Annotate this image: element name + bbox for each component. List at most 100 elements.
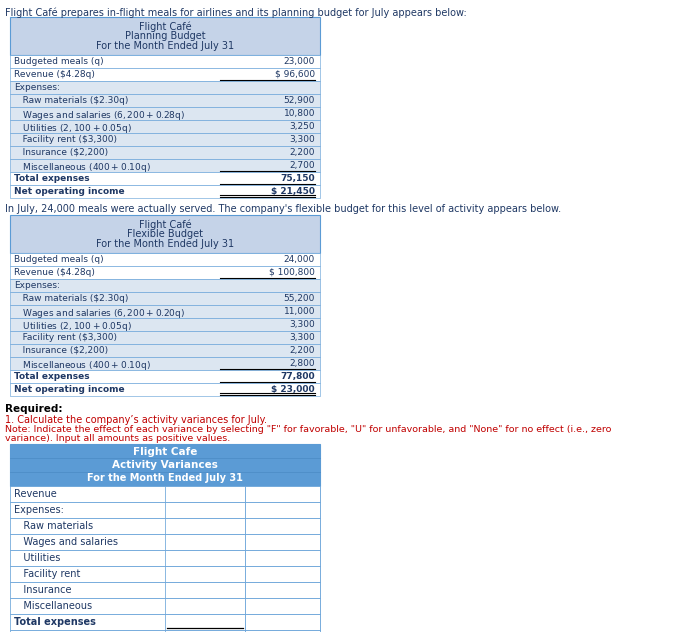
Text: Budgeted meals (q): Budgeted meals (q)	[14, 57, 104, 66]
Bar	[10, 17, 320, 55]
Bar	[10, 266, 320, 279]
Bar	[10, 444, 320, 486]
Bar	[10, 318, 320, 331]
Text: Wages and salaries ($6,200 + $0.28q): Wages and salaries ($6,200 + $0.28q)	[14, 109, 185, 122]
Bar	[10, 120, 320, 133]
Text: For the Month Ended July 31: For the Month Ended July 31	[96, 41, 234, 51]
Text: Net operating income: Net operating income	[14, 385, 124, 394]
Bar	[10, 344, 320, 357]
Text: Facility rent ($3,300): Facility rent ($3,300)	[14, 135, 117, 144]
Bar	[10, 614, 320, 630]
Text: Raw materials ($2.30q): Raw materials ($2.30q)	[14, 294, 129, 303]
Text: Facility rent: Facility rent	[14, 569, 81, 579]
Text: 55,200: 55,200	[284, 294, 315, 303]
Text: Flight Cafe: Flight Cafe	[133, 447, 197, 457]
Text: $ 21,450: $ 21,450	[271, 187, 315, 196]
Bar	[245, 502, 320, 518]
Text: Utilities ($2,100 + $0.05q): Utilities ($2,100 + $0.05q)	[14, 320, 132, 333]
Text: Expenses:: Expenses:	[14, 505, 64, 515]
Bar	[165, 518, 245, 534]
Text: Activity Variances: Activity Variances	[112, 460, 218, 470]
Bar	[245, 518, 320, 534]
Bar	[165, 582, 245, 598]
Bar	[10, 185, 320, 198]
Text: Insurance ($2,200): Insurance ($2,200)	[14, 346, 108, 355]
Text: 10,800: 10,800	[284, 109, 315, 118]
Text: 2,200: 2,200	[290, 346, 315, 355]
Text: Flight Café prepares in-flight meals for airlines and its planning budget for Ju: Flight Café prepares in-flight meals for…	[5, 7, 467, 18]
Bar	[10, 598, 320, 614]
Text: For the Month Ended July 31: For the Month Ended July 31	[87, 473, 243, 483]
Bar	[245, 486, 320, 502]
Text: Total expenses: Total expenses	[14, 617, 96, 627]
Text: 3,250: 3,250	[289, 122, 315, 131]
Bar	[10, 172, 320, 185]
Text: Note: Indicate the effect of each variance by selecting "F" for favorable, "U" f: Note: Indicate the effect of each varian…	[5, 425, 612, 434]
Bar	[10, 383, 320, 396]
Text: Miscellaneous: Miscellaneous	[14, 601, 92, 611]
Bar	[10, 305, 320, 318]
Text: Revenue ($4.28q): Revenue ($4.28q)	[14, 268, 95, 277]
Bar	[245, 566, 320, 582]
Text: 52,900: 52,900	[284, 96, 315, 105]
Text: For the Month Ended July 31: For the Month Ended July 31	[96, 239, 234, 249]
Bar	[10, 159, 320, 172]
Text: Revenue ($4.28q): Revenue ($4.28q)	[14, 70, 95, 79]
Text: 77,800: 77,800	[280, 372, 315, 381]
Text: Utilities ($2,100 + $0.05q): Utilities ($2,100 + $0.05q)	[14, 122, 132, 135]
Bar	[165, 614, 245, 630]
Bar	[10, 292, 320, 305]
Text: Budgeted meals (q): Budgeted meals (q)	[14, 255, 104, 264]
Bar	[10, 370, 320, 383]
Bar	[165, 534, 245, 550]
Text: 3,300: 3,300	[289, 333, 315, 342]
Bar	[165, 502, 245, 518]
Bar	[10, 81, 320, 94]
Bar	[165, 486, 245, 502]
Bar	[10, 357, 320, 370]
Text: variance). Input all amounts as positive values.: variance). Input all amounts as positive…	[5, 434, 230, 443]
Text: 2,700: 2,700	[289, 161, 315, 170]
Bar	[245, 614, 320, 630]
Bar	[10, 518, 320, 534]
Text: $ 23,000: $ 23,000	[271, 385, 315, 394]
Text: 3,300: 3,300	[289, 135, 315, 144]
Text: Revenue: Revenue	[14, 489, 57, 499]
Text: 2,800: 2,800	[289, 359, 315, 368]
Bar	[245, 582, 320, 598]
Bar	[245, 534, 320, 550]
Bar	[245, 630, 320, 632]
Text: 2,200: 2,200	[290, 148, 315, 157]
Text: Expenses:: Expenses:	[14, 281, 60, 290]
Text: In July, 24,000 meals were actually served. The company's flexible budget for th: In July, 24,000 meals were actually serv…	[5, 204, 561, 214]
Bar	[165, 598, 245, 614]
Text: 1. Calculate the company’s activity variances for July.: 1. Calculate the company’s activity vari…	[5, 415, 267, 425]
Bar	[10, 486, 320, 502]
Text: 11,000: 11,000	[284, 307, 315, 316]
Text: Total expenses: Total expenses	[14, 174, 90, 183]
Text: Wages and salaries ($6,200+ $0.20q): Wages and salaries ($6,200+ $0.20q)	[14, 307, 185, 320]
Bar	[10, 146, 320, 159]
Bar	[10, 107, 320, 120]
Bar	[10, 133, 320, 146]
Text: Flight Café: Flight Café	[139, 21, 191, 32]
Bar	[10, 502, 320, 518]
Bar	[165, 630, 245, 632]
Text: Flight Café: Flight Café	[139, 219, 191, 229]
Text: Miscellaneous ($400 + $0.10q): Miscellaneous ($400 + $0.10q)	[14, 359, 151, 372]
Text: Expenses:: Expenses:	[14, 83, 60, 92]
Bar	[165, 550, 245, 566]
Text: $ 96,600: $ 96,600	[275, 70, 315, 79]
Text: Net operating income: Net operating income	[14, 187, 124, 196]
Bar	[10, 566, 320, 582]
Bar	[10, 55, 320, 68]
Bar	[10, 550, 320, 566]
Bar	[10, 582, 320, 598]
Bar	[165, 566, 245, 582]
Text: 3,300: 3,300	[289, 320, 315, 329]
Bar	[10, 68, 320, 81]
Text: $ 100,800: $ 100,800	[269, 268, 315, 277]
Text: 23,000: 23,000	[284, 57, 315, 66]
Bar	[10, 630, 320, 632]
Text: Total expenses: Total expenses	[14, 372, 90, 381]
